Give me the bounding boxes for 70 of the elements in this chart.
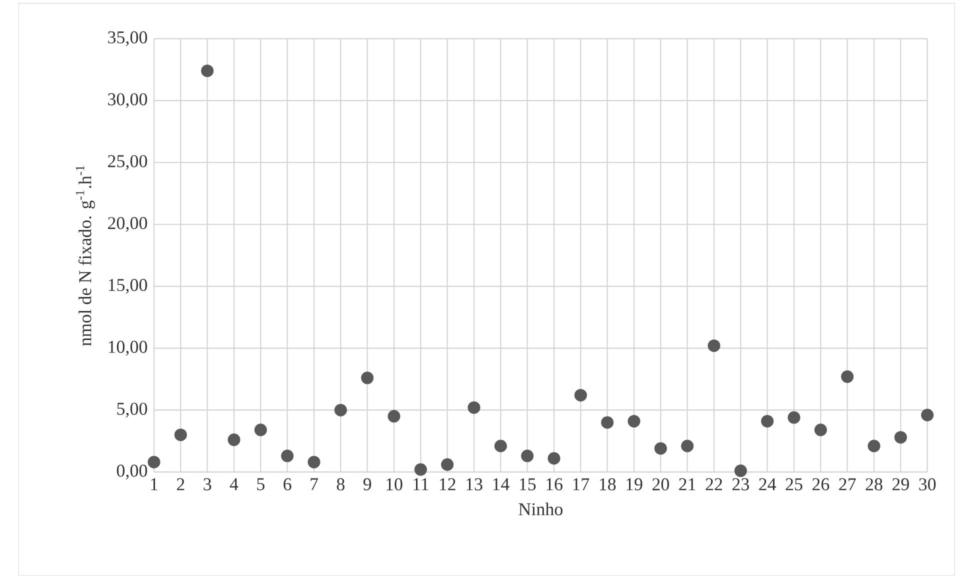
x-tick-label: 11 [414, 478, 428, 490]
y-tick-label: 30,00 [108, 93, 148, 108]
y-tick-label: 25,00 [108, 155, 148, 170]
point [708, 339, 720, 352]
x-tick-label: 25 [786, 478, 802, 490]
point [788, 411, 800, 424]
point [388, 410, 400, 423]
point [894, 431, 907, 444]
point [868, 440, 880, 452]
x-tick-label: 20 [652, 478, 669, 490]
x-tick-label: 16 [546, 478, 562, 490]
x-tick-label: 9 [363, 478, 372, 490]
point [921, 408, 934, 422]
x-tick-label: 30 [919, 478, 936, 490]
x-tick-label: 15 [520, 478, 536, 490]
x-tick-label: 21 [679, 478, 696, 490]
point [628, 414, 640, 428]
point [494, 440, 507, 452]
point [414, 463, 427, 476]
x-tick-label: 23 [732, 478, 749, 490]
point [281, 450, 294, 462]
x-tick-label: 22 [706, 478, 722, 490]
point [254, 424, 267, 436]
point [174, 428, 187, 442]
x-tick-label: 3 [204, 478, 212, 490]
x-tick-label: 27 [839, 478, 856, 490]
point [548, 452, 560, 465]
point [601, 416, 614, 429]
x-tick-label: 8 [336, 478, 344, 490]
point [841, 370, 854, 383]
x-tick-label: 28 [866, 478, 882, 490]
point [441, 458, 454, 471]
y-tick-label: 15,00 [108, 278, 148, 294]
point [761, 414, 774, 428]
point [468, 401, 480, 414]
y-tick-label: 35,00 [108, 31, 148, 46]
x-tick-label: 29 [892, 478, 909, 490]
y-tick-label: 0,00 [116, 464, 148, 480]
x-tick-label: 2 [176, 478, 184, 490]
x-tick-label: 13 [466, 478, 482, 490]
x-tick-label: 6 [284, 478, 292, 490]
point [334, 404, 347, 416]
point [308, 456, 320, 468]
y-axis-title: nmol de N fixado. g$^{-1}$.h$^{-1}$ [76, 166, 95, 346]
point [228, 434, 240, 446]
x-tick-label: 19 [626, 478, 642, 490]
point [201, 64, 214, 78]
y-tick-label: 10,00 [108, 340, 148, 356]
y-tick-label: 5,00 [117, 402, 148, 418]
point [681, 440, 694, 452]
x-tick-label: 24 [759, 478, 776, 490]
point [521, 450, 534, 462]
point [734, 464, 747, 478]
y-tick-label: 20,00 [108, 217, 148, 232]
x-tick-label: 4 [230, 478, 238, 490]
point [148, 456, 160, 468]
point [654, 442, 667, 455]
point [814, 424, 827, 436]
x-tick-label: 12 [440, 478, 456, 490]
x-tick-label: 14 [493, 478, 510, 490]
x-tick-label: 18 [600, 478, 616, 490]
x-tick-label: 26 [812, 478, 830, 490]
point [574, 388, 587, 402]
x-tick-label: 17 [573, 478, 590, 490]
x-tick-label: 5 [257, 478, 264, 490]
x-tick-label: 10 [386, 478, 402, 490]
x-tick-label: 7 [310, 478, 318, 490]
x-tick-label: 1 [151, 478, 158, 490]
x-axis-title: Ninho [518, 502, 562, 516]
point [361, 372, 374, 384]
